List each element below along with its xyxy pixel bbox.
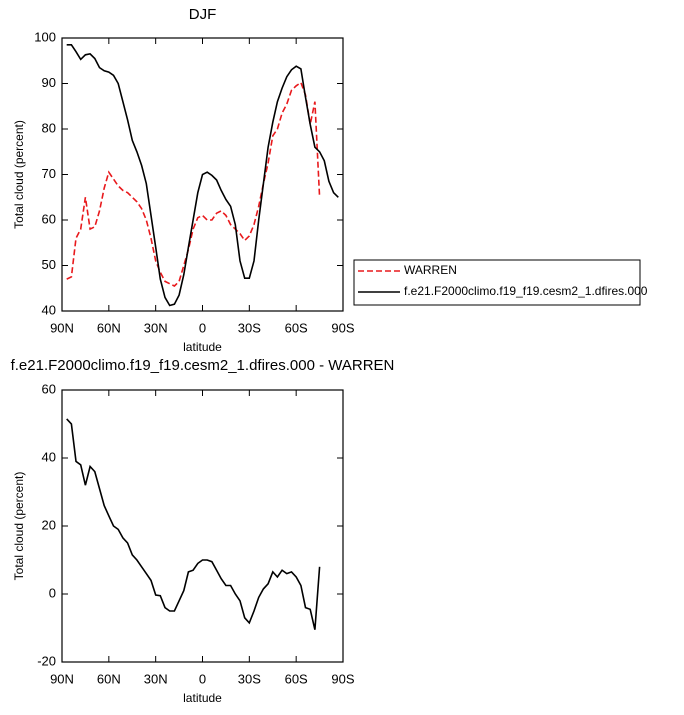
data-line xyxy=(66,418,321,630)
x-tick-label: 30S xyxy=(238,671,261,686)
x-tick-label: 60N xyxy=(97,671,121,686)
x-tick-label: 0 xyxy=(199,320,206,335)
x-tick-label: 60S xyxy=(285,320,308,335)
x-tick-label: 30N xyxy=(144,671,168,686)
y-tick-label: 70 xyxy=(42,166,56,181)
y-axis-label: Total cloud (percent) xyxy=(12,472,26,581)
y-axis-label: Total cloud (percent) xyxy=(12,120,26,229)
y-tick-label: 20 xyxy=(42,517,56,532)
data-line xyxy=(66,81,321,287)
plot-frame xyxy=(61,389,344,663)
chart-title: DJF xyxy=(189,6,217,23)
y-tick-label: 0 xyxy=(49,585,56,600)
y-tick-label: 90 xyxy=(42,75,56,90)
y-tick-label: 50 xyxy=(42,257,56,272)
x-tick-label: 60N xyxy=(97,320,121,335)
x-tick-label: 90S xyxy=(331,671,354,686)
x-tick-label: 30N xyxy=(144,320,168,335)
y-tick-label: 60 xyxy=(42,381,56,396)
x-tick-label: 60S xyxy=(285,671,308,686)
x-tick-label: 0 xyxy=(199,671,206,686)
y-tick-label: 40 xyxy=(42,302,56,317)
legend-label: f.e21.F2000climo.f19_f19.cesm2_1.dfires.… xyxy=(404,284,648,298)
x-tick-label: 90N xyxy=(50,320,74,335)
chart-title: f.e21.F2000climo.f19_f19.cesm2_1.dfires.… xyxy=(11,357,395,374)
data-line xyxy=(66,44,339,307)
x-tick-label: 90N xyxy=(50,671,74,686)
legend-label: WARREN xyxy=(404,263,457,277)
plot-frame xyxy=(61,37,344,312)
x-tick-label: 30S xyxy=(238,320,261,335)
legend-box xyxy=(353,259,641,306)
x-tick-label: 90S xyxy=(331,320,354,335)
y-tick-label: 40 xyxy=(42,449,56,464)
x-axis-label: latitude xyxy=(183,340,222,354)
y-tick-label: 60 xyxy=(42,211,56,226)
y-tick-label: 100 xyxy=(34,29,56,44)
y-tick-label: -20 xyxy=(37,653,56,668)
x-axis-label: latitude xyxy=(183,691,222,705)
y-tick-label: 80 xyxy=(42,120,56,135)
